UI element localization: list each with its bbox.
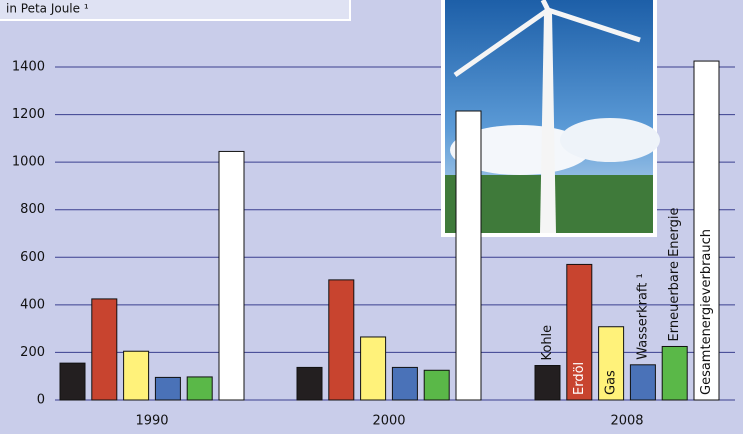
bar [218,150,245,401]
photo-blade [547,7,641,43]
bar [661,345,688,401]
y-tick-label: 200 [20,345,45,360]
y-tick-label: 800 [20,202,45,217]
series-label: Kohle [540,325,555,361]
bar [391,366,418,401]
bar [328,279,355,401]
bar [186,376,213,401]
subtitle: in Peta Joule ¹ [6,2,89,16]
bar [59,362,86,401]
y-tick-label: 1200 [12,107,45,122]
bar [455,110,482,401]
y-tick-label: 1400 [12,60,45,75]
bar [566,263,593,401]
bar [296,366,323,401]
series-label: Gas [604,370,619,395]
bar [360,336,387,401]
photo-cloud [560,118,660,162]
photo-blade [453,7,550,78]
y-tick-label: 400 [20,297,45,312]
photo-blade [540,0,551,12]
photo-cloud [450,125,590,175]
bar [91,298,118,401]
subtitle-box [0,0,351,21]
series-label: Erneuerbare Energie [667,207,682,341]
bar [123,350,150,401]
series-label: Wasserkraft ¹ [635,273,650,360]
x-tick-label: 2008 [610,414,643,429]
y-tick-label: 1000 [12,155,45,170]
y-tick-label: 600 [20,250,45,265]
series-label: Erdöl [572,362,587,395]
bar [693,60,720,401]
y-tick-label: 0 [37,393,45,408]
bar [534,365,561,401]
bar [154,376,181,401]
bars: 1990 2000 2008 Kohle Erdöl Gas Wasserkraft ¹ Er… [59,60,720,429]
bar [629,364,656,401]
x-tick-label: 2000 [372,414,405,429]
series-label: Gesamtenergieverbrauch [699,229,714,395]
photo-tower [540,12,556,233]
x-tick-label: 1990 [135,414,168,429]
bar [598,326,625,401]
bar [423,369,450,401]
